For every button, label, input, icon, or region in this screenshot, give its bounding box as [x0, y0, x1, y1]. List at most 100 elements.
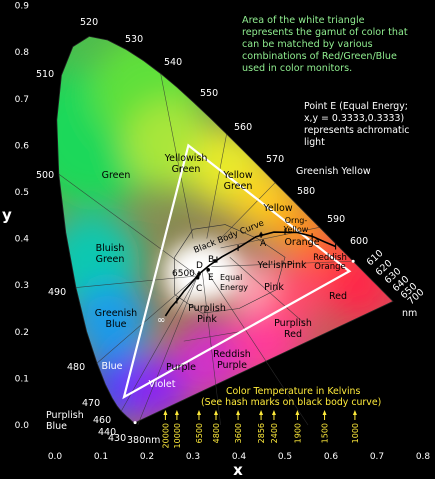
- equal-energy-label-2: Energy: [220, 283, 248, 292]
- point-a-label: A: [260, 239, 267, 249]
- wavelength-480: 480: [67, 362, 85, 373]
- region-orange: Orange: [284, 237, 319, 248]
- rgb-gamut-triangle: [122, 143, 352, 400]
- point-e-note-line-2: x,y = 0.3333,0.3333): [304, 113, 404, 124]
- region-purplish-blue-2: Blue: [46, 421, 67, 432]
- region-bluish-green-2: Green: [96, 254, 125, 265]
- point-e-note-line-3: represents achromatic: [304, 125, 409, 136]
- wavelength-460: 460: [93, 415, 111, 426]
- temperature-1500: 1500: [321, 410, 330, 443]
- region-pink: Pink: [264, 282, 284, 293]
- wavelength-550: 550: [200, 88, 218, 99]
- temperature-note-line-2: (See hash marks on black body curve): [201, 397, 381, 408]
- wavelength-430: 430: [108, 433, 126, 444]
- gamut-note-line-1: Area of the white triangle: [242, 15, 365, 26]
- wavelength-nm-unit: nm: [402, 308, 417, 319]
- region-purplish-pink-1: Purplish: [188, 303, 226, 314]
- y-tick-0.3: 0.3: [15, 281, 29, 291]
- point-b-label: B: [208, 255, 214, 265]
- black-body-curve: [164, 231, 336, 317]
- region-violet: Violet: [149, 379, 176, 390]
- equal-energy-label-1: Equal: [220, 273, 242, 282]
- region-purple: Purple: [166, 362, 196, 373]
- gamut-note-line-4: combinations of Red/Green/Blue: [242, 51, 397, 62]
- region-orange-yellow-1: Orng-: [285, 216, 308, 225]
- region-reddish-orange-2: Orange: [314, 262, 345, 272]
- svg-text:1900: 1900: [293, 423, 302, 443]
- region-blue: Blue: [101, 361, 122, 372]
- y-tick-0.8: 0.8: [15, 48, 30, 58]
- y-tick-0.4: 0.4: [15, 235, 30, 245]
- region-reddish-orange-1: Reddish: [313, 253, 347, 263]
- y-axis-label: y: [2, 206, 12, 224]
- region-yellowish-green-2: Green: [172, 164, 201, 175]
- temp-6500-label: 6500: [172, 269, 195, 279]
- x-tick-0.3: 0.3: [186, 452, 200, 462]
- svg-text:2856: 2856: [257, 423, 266, 443]
- svg-text:6500: 6500: [195, 423, 204, 443]
- wavelength-530: 530: [125, 34, 143, 45]
- wavelength-590: 590: [327, 214, 345, 225]
- x-tick-0.7: 0.7: [370, 452, 384, 462]
- gamut-note-line-3: can be matched by various: [242, 39, 373, 50]
- wavelength-470: 470: [82, 398, 100, 409]
- gamut-note: Area of the white triangle represents th…: [242, 15, 408, 74]
- temperature-1900: 1900: [293, 410, 302, 443]
- region-purplish-blue-1: Purplish: [46, 410, 84, 421]
- y-tick-0.7: 0.7: [15, 95, 29, 105]
- wavelength-520: 520: [80, 17, 98, 28]
- point-e-note: Point E (Equal Energy; x,y = 0.3333,0.33…: [304, 101, 409, 148]
- black-body-hash-marks: [133, 190, 355, 425]
- temperature-2856: 2856: [257, 410, 266, 443]
- region-reddish-purple-1: Reddish: [213, 349, 251, 360]
- y-tick-0.6: 0.6: [15, 141, 30, 151]
- y-tick-0.5: 0.5: [15, 188, 29, 198]
- wavelength-490: 490: [48, 287, 66, 298]
- point-e-label: E: [208, 273, 214, 283]
- y-tick-labels: 0.0 0.1 0.2 0.3 0.4 0.5 0.6 0.7 0.8 0.9: [15, 2, 30, 431]
- x-tick-0.2: 0.2: [140, 452, 154, 462]
- region-green: Green: [102, 170, 131, 181]
- temperature-10000: 10000: [173, 410, 182, 448]
- temperature-2400: 2400: [270, 410, 279, 443]
- y-tick-0.0: 0.0: [15, 421, 30, 431]
- region-red: Red: [329, 291, 347, 302]
- temperature-note-line-1: Color Temperature in Kelvins: [226, 386, 360, 397]
- region-yellish-pink: Yel'ishPink: [257, 260, 307, 271]
- region-yellow: Yellow: [262, 203, 292, 214]
- gamut-note-line-2: represents the gamut of color that: [242, 27, 408, 38]
- region-greenish-yellow: Greenish Yellow: [296, 166, 371, 177]
- temperature-3600: 3600: [234, 410, 243, 443]
- wavelength-510: 510: [36, 69, 54, 80]
- svg-text:2400: 2400: [270, 423, 279, 443]
- temperature-20000: 20000: [161, 410, 170, 448]
- svg-text:1000: 1000: [351, 423, 360, 443]
- x-tick-labels: 0.0 0.1 0.2 0.3 0.4 0.5 0.6 0.7 0.8: [48, 452, 431, 462]
- region-yellow-green-2: Green: [224, 181, 253, 192]
- region-purplish-red-2: Red: [284, 329, 302, 340]
- outer-labels: Greenish Yellow Purplish Blue: [46, 166, 371, 432]
- point-c-label: C: [196, 284, 202, 294]
- region-boundaries: [58, 73, 354, 426]
- x-tick-0.4: 0.4: [232, 452, 247, 462]
- axes: 0.0 0.1 0.2 0.3 0.4 0.5 0.6 0.7 0.8 0.0 0.1 0.2 0.3…: [2, 2, 430, 479]
- wavelength-500: 500: [36, 170, 54, 181]
- wavelength-600: 600: [350, 236, 368, 247]
- wavelength-380nm: 380nm: [127, 435, 160, 446]
- region-orange-yellow-2: Yellow: [283, 225, 309, 234]
- wavelength-580: 580: [297, 186, 315, 197]
- spectral-locus: [56, 35, 394, 424]
- point-e-note-line-4: light: [304, 137, 325, 148]
- point-e-note-line-1: Point E (Equal Energy;: [304, 101, 408, 112]
- region-purplish-pink-2: Pink: [197, 314, 217, 325]
- svg-text:10000: 10000: [173, 423, 182, 448]
- temperature-6500: 6500: [195, 410, 204, 443]
- x-tick-0.1: 0.1: [94, 452, 108, 462]
- region-yellowish-green-1: Yellowish: [164, 153, 208, 164]
- x-tick-0.8: 0.8: [416, 452, 431, 462]
- svg-text:4800: 4800: [212, 423, 221, 443]
- region-greenish-blue-1: Greenish: [95, 308, 137, 319]
- region-bluish-green-1: Bluish: [96, 243, 125, 254]
- svg-text:20000: 20000: [161, 423, 170, 448]
- temperature-arrows: 20000 10000 6500 4800 3600 2856 2400 1900 1500 10…: [161, 410, 360, 448]
